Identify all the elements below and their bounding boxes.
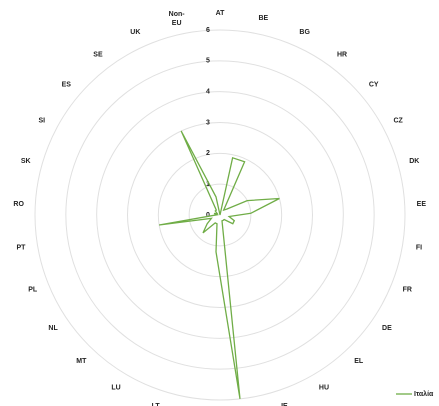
category-label: SE: [93, 51, 103, 58]
grid-ring: [96, 91, 344, 339]
category-label: SI: [39, 117, 46, 124]
category-label: CY: [369, 81, 379, 88]
category-label: UK: [130, 29, 140, 36]
category-label: BG: [299, 29, 310, 36]
grid-ring: [127, 122, 313, 308]
r-tick-label: 0: [206, 212, 210, 219]
category-label: NL: [48, 325, 58, 332]
category-label: MT: [76, 358, 87, 365]
category-label: DE: [382, 325, 392, 332]
grid-ring: [34, 29, 406, 401]
grid-ring: [188, 183, 252, 247]
category-label: Non-EU: [169, 11, 186, 27]
category-label: HU: [319, 385, 329, 392]
category-label: AT: [216, 10, 226, 17]
r-tick-label: 2: [206, 150, 210, 157]
category-label: CZ: [393, 117, 403, 124]
r-tick-label: 4: [206, 89, 210, 96]
r-tick-label: 3: [206, 119, 210, 126]
r-tick-label: 6: [206, 27, 210, 34]
category-label: LT: [152, 403, 161, 406]
category-label: EE: [417, 201, 427, 208]
category-label: HR: [337, 51, 347, 58]
legend-label: Ιταλία: [414, 390, 434, 398]
grid-ring: [65, 60, 375, 370]
category-label: EL: [354, 358, 364, 365]
category-label: DK: [409, 158, 419, 165]
category-label: RO: [13, 201, 24, 208]
r-tick-label: 5: [206, 58, 210, 65]
category-label: ES: [62, 81, 72, 88]
category-label: FI: [416, 244, 422, 251]
category-label: BE: [258, 15, 268, 22]
category-label: IE: [281, 403, 288, 406]
r-tick-label: 1: [206, 181, 210, 188]
category-label: PL: [28, 286, 38, 293]
category-label: PT: [17, 244, 27, 251]
series-line: [158, 130, 280, 400]
category-label: FR: [403, 286, 412, 293]
category-label: SK: [21, 158, 31, 165]
category-label: LU: [111, 385, 120, 392]
